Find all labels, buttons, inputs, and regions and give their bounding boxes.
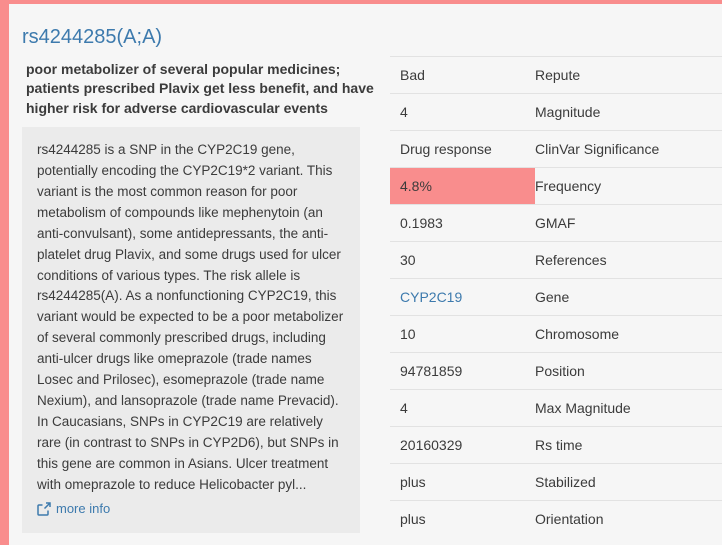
more-info-label: more info xyxy=(56,500,111,516)
detail-label: GMAF xyxy=(535,215,576,231)
detail-label: Rs time xyxy=(535,437,583,453)
detail-value: CYP2C19 xyxy=(390,279,535,315)
table-row: CYP2C19 Gene xyxy=(390,279,722,316)
detail-label: Chromosome xyxy=(535,326,620,342)
detail-label: Repute xyxy=(535,67,581,83)
table-row: Drug response ClinVar Significance xyxy=(390,131,722,168)
table-row: 4 Max Magnitude xyxy=(390,390,722,427)
detail-label: Gene xyxy=(535,289,570,305)
table-row: 0.1983 GMAF xyxy=(390,205,722,242)
more-info-link[interactable]: more info xyxy=(37,499,110,519)
table-row: Bad Repute xyxy=(390,56,722,94)
table-row: 30 References xyxy=(390,242,722,279)
description-box: rs4244285 is a SNP in the CYP2C19 gene, … xyxy=(22,127,360,533)
table-row: 10 Chromosome xyxy=(390,316,722,353)
detail-value: 4 xyxy=(400,400,408,416)
detail-value: 20160329 xyxy=(400,437,463,453)
details-table: Bad Repute 4 Magnitude Drug response ClinVar … xyxy=(390,56,722,537)
detail-label: Frequency xyxy=(535,178,602,194)
detail-label: Stabilized xyxy=(535,474,596,490)
detail-label: ClinVar Significance xyxy=(535,141,660,157)
detail-value: 94781859 xyxy=(400,363,463,379)
table-row: 94781859 Position xyxy=(390,353,722,390)
external-link-icon xyxy=(37,501,51,516)
detail-value: Drug response xyxy=(400,141,492,157)
detail-label: Magnitude xyxy=(535,104,601,120)
accent-border-left xyxy=(0,0,9,545)
detail-label: Max Magnitude xyxy=(535,400,631,416)
page-title: rs4244285(A;A) xyxy=(22,26,163,48)
table-row: plus Orientation xyxy=(390,501,722,537)
detail-value: plus xyxy=(400,511,426,527)
description-text: rs4244285 is a SNP in the CYP2C19 gene, … xyxy=(37,142,344,492)
detail-label: References xyxy=(535,252,607,268)
detail-value: 0.1983 xyxy=(400,215,443,231)
detail-value: Bad xyxy=(400,67,425,83)
table-row: 4.8% Frequency xyxy=(390,168,722,205)
detail-value: plus xyxy=(400,474,426,490)
table-row: 20160329 Rs time xyxy=(390,427,722,464)
detail-value: 4 xyxy=(400,104,408,120)
detail-label: Position xyxy=(535,363,585,379)
detail-value: 30 xyxy=(400,252,416,268)
table-row: 4 Magnitude xyxy=(390,94,722,131)
detail-label: Orientation xyxy=(535,511,604,527)
variant-summary: poor metabolizer of several popular medi… xyxy=(26,61,374,116)
gene-link[interactable]: CYP2C19 xyxy=(400,289,463,305)
accent-border-top xyxy=(9,0,722,4)
detail-value-highlighted: 4.8% xyxy=(390,168,535,204)
detail-value: 10 xyxy=(400,326,416,342)
table-row: plus Stabilized xyxy=(390,464,722,501)
